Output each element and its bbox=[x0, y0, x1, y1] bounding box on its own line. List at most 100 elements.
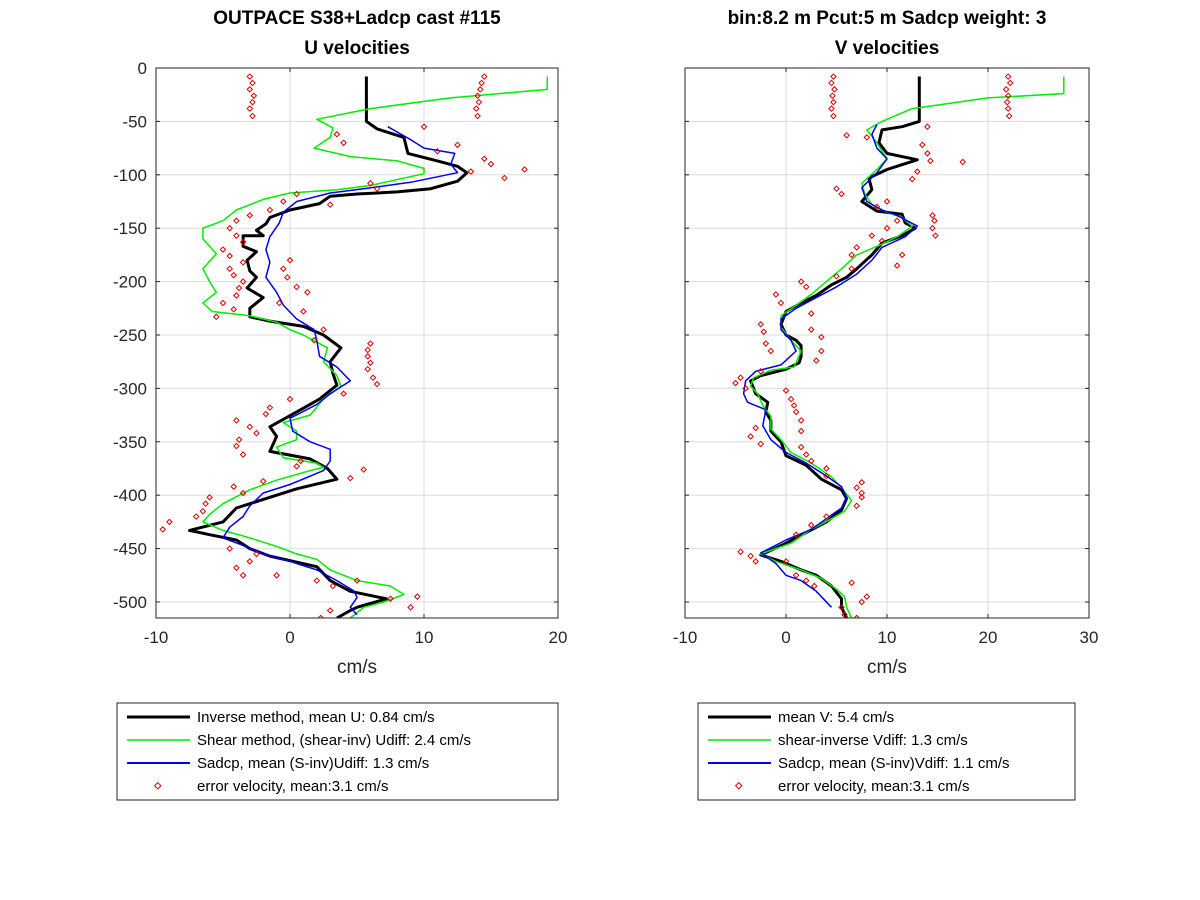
v-error-marker bbox=[792, 531, 800, 539]
v-error-marker bbox=[757, 367, 765, 375]
u-y-tick-label: -200 bbox=[113, 273, 147, 292]
v-x-tick-label: 10 bbox=[878, 628, 897, 647]
u-y-tick-label: -500 bbox=[113, 593, 147, 612]
u-error-marker bbox=[326, 201, 334, 209]
v-error-marker bbox=[823, 472, 830, 480]
u-error-marker bbox=[313, 577, 321, 584]
v-error-marker bbox=[927, 157, 934, 165]
v-error-marker bbox=[843, 131, 850, 139]
u-error-marker bbox=[219, 299, 227, 307]
u-error-marker bbox=[246, 423, 254, 431]
u-data-series bbox=[159, 73, 549, 618]
u-error-marker bbox=[279, 265, 287, 273]
u-error-marker bbox=[480, 155, 488, 163]
u-error-marker bbox=[329, 582, 337, 590]
u-velocity-plot: OUTPACE S38+Ladcp cast #115 U velocities… bbox=[113, 8, 567, 678]
v-error-marker bbox=[883, 198, 891, 205]
v-error-marker bbox=[929, 224, 936, 232]
u-plot-axes-box bbox=[155, 67, 559, 619]
u-error-marker bbox=[364, 365, 372, 373]
v-error-marker bbox=[858, 489, 866, 497]
u-error-marker bbox=[367, 180, 374, 187]
u-error-marker bbox=[233, 442, 240, 450]
v-error-marker bbox=[802, 283, 810, 291]
v-x-tick-label: -10 bbox=[673, 628, 698, 647]
u-error-marker bbox=[250, 92, 258, 100]
v-error-marker bbox=[777, 299, 785, 307]
v-error-marker bbox=[818, 347, 825, 355]
u-error-marker bbox=[246, 86, 254, 93]
u-error-marker bbox=[233, 417, 240, 424]
u-error-marker bbox=[253, 550, 260, 558]
u-error-marker bbox=[226, 224, 234, 232]
v-error-marker bbox=[959, 158, 967, 166]
u-error-marker bbox=[476, 86, 484, 93]
v-error-marker bbox=[742, 385, 749, 392]
v-error-marker bbox=[732, 379, 739, 387]
v-legend-box bbox=[697, 702, 1076, 801]
u-y-tick-label: -450 bbox=[113, 540, 147, 559]
v-error-marker bbox=[853, 484, 861, 492]
u-error-marker bbox=[333, 130, 341, 138]
u-error-marker bbox=[262, 410, 270, 418]
u-error-marker bbox=[467, 168, 475, 175]
u-error-marker bbox=[293, 283, 301, 291]
v-error-marker bbox=[838, 190, 845, 198]
u-error-marker bbox=[480, 73, 488, 80]
u-error-marker bbox=[293, 190, 301, 198]
u-error-marker bbox=[364, 346, 372, 354]
u-legend-label-inverse: Inverse method, mean U: 0.84 cm/s bbox=[197, 709, 435, 726]
v-legend: mean V: 5.4 cm/s shear-inverse Vdiff: 1.… bbox=[697, 702, 1076, 801]
v-error-marker bbox=[931, 217, 938, 225]
u-error-marker bbox=[521, 166, 528, 173]
v-error-marker bbox=[760, 328, 768, 336]
v-error-marker bbox=[841, 611, 848, 618]
u-legend-label-sadcp: Sadcp, mean (S-inv)Udiff: 1.3 cm/s bbox=[197, 755, 429, 772]
v-error-marker bbox=[782, 558, 790, 565]
u-error-marker bbox=[367, 340, 374, 347]
v-legend-label-error: error velocity, mean:3.1 cm/s bbox=[778, 778, 969, 795]
v-error-marker bbox=[858, 494, 866, 501]
u-plot-background bbox=[156, 68, 558, 618]
v-series-error bbox=[732, 73, 1014, 618]
u-legend-label-error: error velocity, mean:3.1 cm/s bbox=[197, 778, 388, 795]
u-series-inverse bbox=[188, 76, 469, 618]
u-x-axis-label: cm/s bbox=[337, 657, 377, 678]
u-y-tick-label: 0 bbox=[138, 59, 147, 78]
v-error-marker bbox=[863, 134, 871, 141]
u-error-marker bbox=[233, 217, 240, 225]
v-error-marker bbox=[737, 374, 744, 382]
u-error-marker bbox=[249, 112, 256, 120]
u-error-marker bbox=[317, 614, 325, 618]
v-error-marker bbox=[878, 237, 886, 245]
v-error-marker bbox=[752, 558, 760, 565]
v-error-marker bbox=[792, 408, 800, 416]
u-error-marker bbox=[369, 374, 377, 382]
u-error-marker bbox=[246, 105, 254, 112]
v-error-marker bbox=[898, 251, 906, 259]
u-error-marker bbox=[233, 564, 240, 572]
u-error-marker bbox=[474, 92, 481, 100]
u-error-marker bbox=[434, 147, 441, 155]
u-plot-title-line2: U velocities bbox=[304, 38, 410, 59]
v-error-marker bbox=[830, 98, 837, 106]
v-error-marker bbox=[797, 417, 805, 424]
v-error-marker bbox=[1002, 86, 1010, 93]
u-error-marker bbox=[407, 604, 414, 611]
v-error-marker bbox=[830, 73, 837, 80]
u-error-marker bbox=[474, 112, 481, 120]
v-error-marker bbox=[823, 513, 830, 520]
v-error-marker bbox=[802, 451, 810, 458]
v-error-marker bbox=[762, 340, 770, 347]
v-x-tick-label: 30 bbox=[1080, 628, 1099, 647]
v-error-marker bbox=[833, 185, 840, 192]
u-legend-swatch-error bbox=[153, 781, 162, 790]
v-error-marker bbox=[767, 347, 775, 355]
u-error-marker bbox=[226, 265, 234, 273]
u-legend-label-shear: Shear method, (shear-inv) Udiff: 2.4 cm/… bbox=[197, 732, 471, 749]
v-error-marker bbox=[838, 604, 845, 611]
u-error-marker bbox=[373, 380, 381, 388]
v-error-marker bbox=[772, 291, 780, 298]
u-error-marker bbox=[230, 271, 238, 279]
